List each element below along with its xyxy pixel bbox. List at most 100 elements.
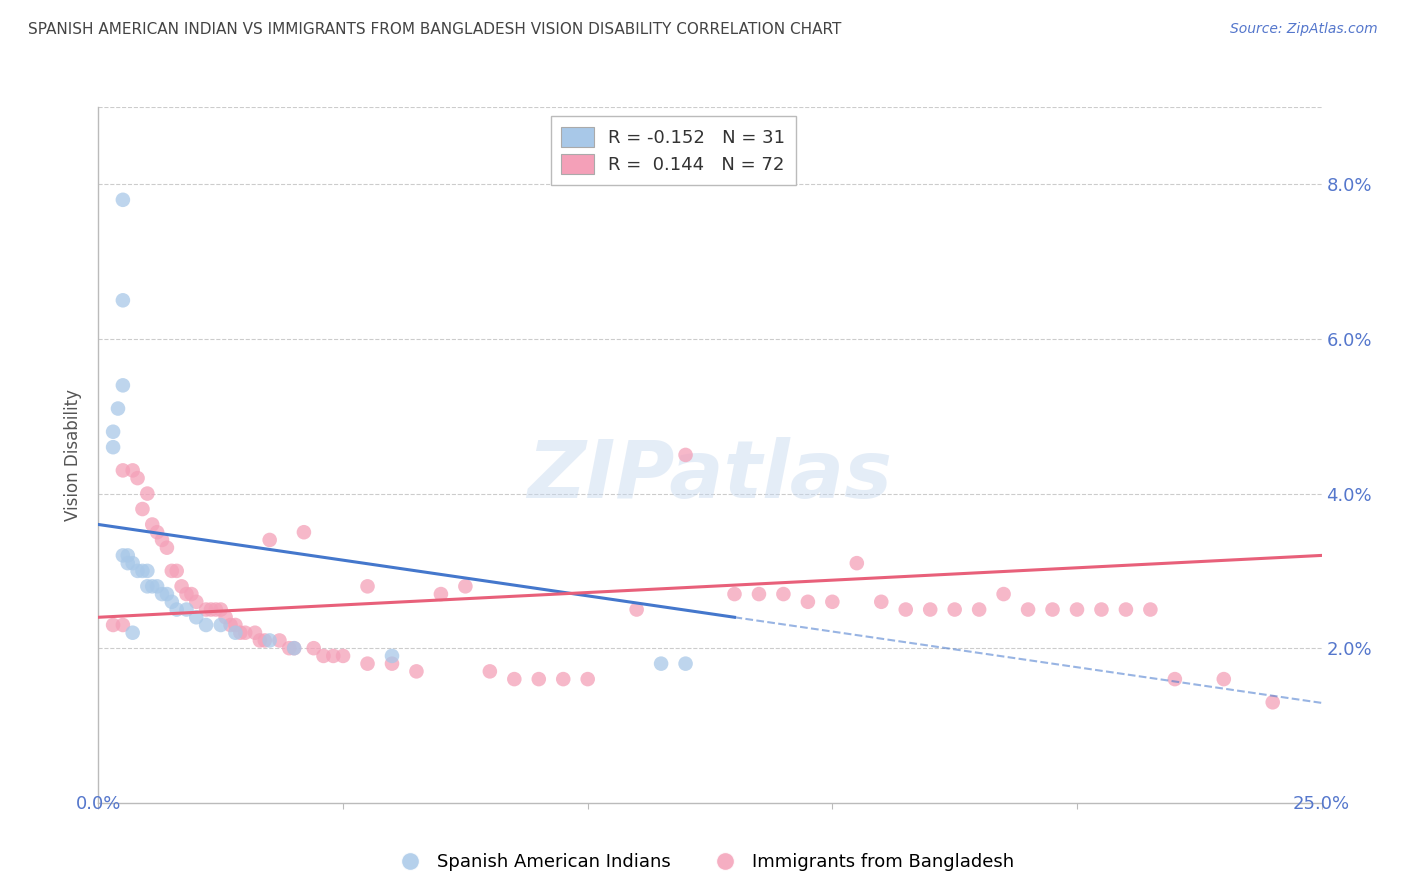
Point <box>1090 602 1112 616</box>
Text: 0.0%: 0.0% <box>76 795 121 814</box>
Point <box>772 587 794 601</box>
Point <box>160 595 183 609</box>
Point <box>1066 602 1088 616</box>
Point <box>166 602 188 616</box>
Point <box>381 657 404 671</box>
Point <box>454 579 477 593</box>
Point <box>170 579 193 593</box>
Point <box>200 602 222 616</box>
Point <box>166 564 188 578</box>
Point <box>224 618 246 632</box>
Point <box>209 602 232 616</box>
Point <box>141 579 163 593</box>
Point <box>136 486 159 500</box>
Point <box>156 541 179 555</box>
Point <box>180 587 202 601</box>
Point <box>111 293 134 308</box>
Point <box>283 641 305 656</box>
Point <box>136 564 159 578</box>
Point <box>229 625 252 640</box>
Point <box>117 549 139 563</box>
Point <box>214 610 236 624</box>
Text: SPANISH AMERICAN INDIAN VS IMMIGRANTS FROM BANGLADESH VISION DISABILITY CORRELAT: SPANISH AMERICAN INDIAN VS IMMIGRANTS FR… <box>28 22 842 37</box>
Point <box>121 556 143 570</box>
Point <box>209 618 232 632</box>
Point <box>107 401 129 416</box>
Point <box>121 625 143 640</box>
Legend: Spanish American Indians, Immigrants from Bangladesh: Spanish American Indians, Immigrants fro… <box>385 847 1021 879</box>
Point <box>233 625 256 640</box>
Point <box>176 602 198 616</box>
Point <box>302 641 325 656</box>
Point <box>111 463 134 477</box>
Y-axis label: Vision Disability: Vision Disability <box>65 389 83 521</box>
Point <box>870 595 893 609</box>
Point <box>249 633 271 648</box>
Point <box>111 193 134 207</box>
Point <box>150 533 173 547</box>
Point <box>1017 602 1039 616</box>
Point <box>553 672 575 686</box>
Point <box>967 602 990 616</box>
Point <box>186 595 208 609</box>
Point <box>675 448 697 462</box>
Point <box>146 525 169 540</box>
Point <box>503 672 526 686</box>
Point <box>332 648 354 663</box>
Point <box>195 618 218 632</box>
Point <box>1042 602 1064 616</box>
Point <box>243 625 266 640</box>
Point <box>205 602 228 616</box>
Point <box>259 633 281 648</box>
Point <box>356 579 378 593</box>
Point <box>1261 695 1284 709</box>
Point <box>121 463 143 477</box>
Point <box>127 471 149 485</box>
Point <box>131 564 153 578</box>
Point <box>150 587 173 601</box>
Point <box>160 564 183 578</box>
Point <box>269 633 291 648</box>
Point <box>576 672 599 686</box>
Point <box>650 657 672 671</box>
Point <box>176 587 198 601</box>
Point <box>283 641 305 656</box>
Text: Source: ZipAtlas.com: Source: ZipAtlas.com <box>1230 22 1378 37</box>
Point <box>943 602 966 616</box>
Point <box>405 665 427 679</box>
Point <box>1139 602 1161 616</box>
Point <box>111 378 134 392</box>
Point <box>626 602 648 616</box>
Point <box>117 556 139 570</box>
Point <box>278 641 301 656</box>
Point <box>101 440 124 454</box>
Point <box>195 602 218 616</box>
Point <box>894 602 917 616</box>
Point <box>101 425 124 439</box>
Point <box>1212 672 1234 686</box>
Point <box>141 517 163 532</box>
Point <box>381 648 404 663</box>
Point <box>1115 602 1137 616</box>
Point <box>312 648 335 663</box>
Point <box>797 595 820 609</box>
Text: 25.0%: 25.0% <box>1294 795 1350 814</box>
Point <box>259 533 281 547</box>
Legend: R = -0.152   N = 31, R =  0.144   N = 72: R = -0.152 N = 31, R = 0.144 N = 72 <box>551 116 796 185</box>
Point <box>111 618 134 632</box>
Point <box>478 665 501 679</box>
Point <box>920 602 942 616</box>
Point <box>131 502 153 516</box>
Point <box>430 587 453 601</box>
Point <box>1164 672 1187 686</box>
Point <box>136 579 159 593</box>
Point <box>111 549 134 563</box>
Point <box>219 618 242 632</box>
Text: ZIPatlas: ZIPatlas <box>527 437 893 515</box>
Point <box>845 556 868 570</box>
Point <box>527 672 550 686</box>
Point <box>748 587 770 601</box>
Point <box>292 525 315 540</box>
Point <box>993 587 1015 601</box>
Point <box>253 633 276 648</box>
